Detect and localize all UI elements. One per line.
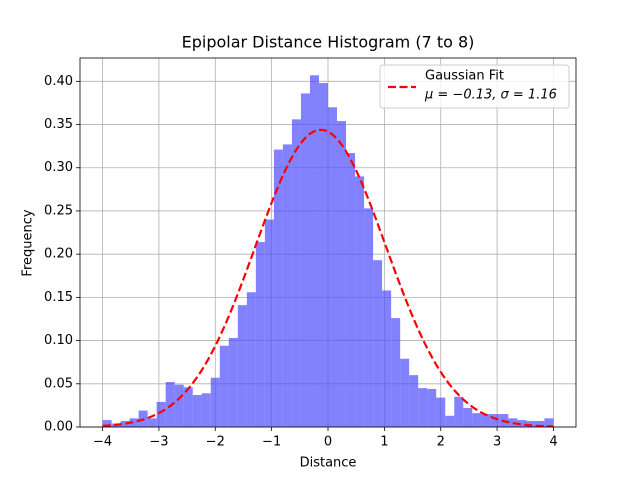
histogram-bar (228, 337, 238, 427)
x-tick-label: 2 (437, 435, 445, 450)
histogram-bar (165, 382, 175, 427)
histogram-bar (102, 420, 112, 427)
y-tick-label: 0.25 (44, 203, 73, 218)
histogram-bar (192, 395, 202, 427)
y-tick-label: 0.00 (44, 420, 73, 435)
x-tick-label: −2 (206, 435, 225, 450)
histogram-bar (445, 415, 455, 427)
histogram-bar (364, 208, 374, 427)
histogram-bar (291, 119, 301, 428)
histogram-bar (337, 121, 347, 427)
y-tick-label: 0.15 (44, 290, 73, 305)
chart-title: Epipolar Distance Histogram (7 to 8) (182, 33, 475, 52)
histogram-bar (309, 75, 319, 427)
histogram-bar (328, 107, 338, 427)
y-tick-label: 0.30 (44, 160, 73, 175)
histogram-bar (129, 418, 139, 427)
legend-box (379, 64, 570, 109)
histogram-bar (472, 413, 482, 427)
histogram-bar (436, 397, 446, 427)
histogram-bar (409, 375, 419, 427)
histogram-bar (183, 387, 193, 427)
histogram-bar (400, 358, 410, 427)
x-axis-label: Distance (300, 456, 357, 471)
x-tick-label: −1 (262, 435, 281, 450)
histogram-bar (517, 420, 527, 427)
histogram-bar (454, 396, 464, 427)
x-tick-label: 0 (324, 435, 332, 450)
y-tick-label: 0.40 (44, 74, 73, 89)
axes-frame (79, 57, 577, 428)
histogram-bar (418, 388, 428, 427)
histogram-bar (147, 418, 157, 427)
histogram-bar (156, 401, 166, 427)
histogram-bar (346, 153, 356, 428)
histogram-bar (382, 290, 392, 427)
histogram-bar (255, 242, 265, 427)
histogram-bar (174, 384, 184, 427)
histogram-bar (219, 345, 229, 427)
histogram-bar (355, 176, 365, 427)
y-tick-label: 0.05 (44, 376, 73, 391)
histogram-bar (246, 292, 256, 427)
y-tick-label: 0.35 (44, 117, 73, 132)
histogram-bar (535, 420, 545, 427)
y-tick-label: 0.10 (44, 333, 73, 348)
histogram-bar (264, 219, 274, 427)
histogram-bar (544, 418, 554, 427)
y-axis-label: Frequency (21, 209, 36, 276)
histogram-bar (300, 93, 310, 428)
fit-curve (102, 128, 554, 428)
histogram-bar (373, 260, 383, 427)
histogram-bar (427, 388, 437, 427)
histogram-bar (463, 407, 473, 427)
legend-label: Gaussian Fit (425, 69, 504, 84)
histogram-bar (282, 144, 292, 427)
x-tick-label: −4 (93, 435, 112, 450)
histogram-bar (318, 83, 328, 428)
histogram-bar (210, 377, 220, 427)
histogram-bar (481, 414, 491, 427)
histogram-bar (120, 420, 130, 427)
histogram-bar (201, 393, 211, 427)
legend-label: μ = −0.13, σ = 1.16 (424, 88, 557, 103)
histogram-bar (490, 414, 500, 427)
x-tick-label: 4 (549, 435, 557, 450)
histogram-bar (273, 149, 283, 427)
x-tick-label: 3 (493, 435, 501, 450)
x-tick-label: 1 (380, 435, 388, 450)
x-tick-label: −3 (149, 435, 168, 450)
histogram-bar (237, 305, 247, 427)
histogram-bar (391, 318, 401, 427)
y-tick-label: 0.20 (44, 247, 73, 262)
histogram-bar (526, 420, 536, 427)
